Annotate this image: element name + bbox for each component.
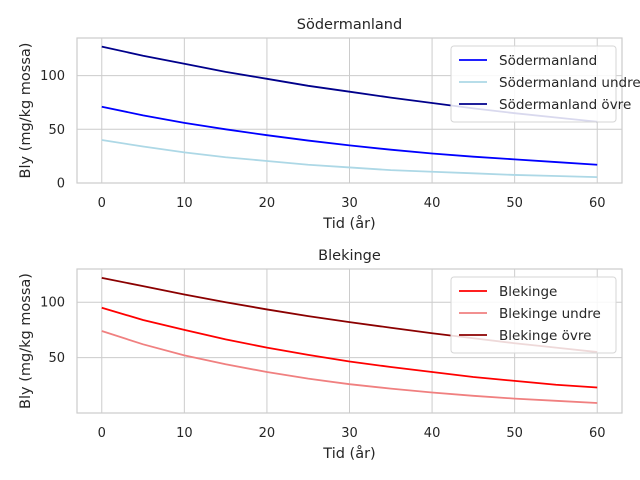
legend-label: Södermanland	[499, 53, 597, 69]
legend-label: Södermanland undre	[499, 75, 640, 91]
y-axis-label: Bly (mg/kg mossa)	[18, 43, 34, 179]
y-tick-label: 100	[40, 69, 65, 84]
x-tick-label: 40	[424, 426, 441, 441]
legend-label: Blekinge undre	[499, 306, 601, 322]
x-tick-label: 30	[341, 196, 358, 211]
legend-label: Blekinge	[499, 284, 557, 300]
series-line-2	[101, 139, 598, 178]
x-axis-label: Tid (år)	[322, 445, 375, 462]
y-tick-label: 100	[40, 296, 65, 311]
x-tick-label: 30	[341, 426, 358, 441]
x-tick-label: 20	[259, 426, 276, 441]
x-tick-label: 10	[176, 196, 193, 211]
y-tick-label: 50	[48, 351, 65, 366]
chart-title: Södermanland	[297, 17, 402, 33]
legend: Blekinge Blekinge undre Blekinge övre	[450, 276, 617, 354]
series-line-2	[101, 330, 598, 404]
y-tick-label: 0	[57, 177, 65, 192]
plot-blekinge: 0 10 20 30 40 50 60 50 100 Blekinge Tid (år) Bly (m…	[18, 248, 623, 462]
legend: Södermanland Södermanland undre Södermanla…	[450, 45, 640, 123]
x-tick-label: 10	[176, 426, 193, 441]
x-tick-label: 40	[424, 196, 441, 211]
x-tick-label: 0	[98, 426, 106, 441]
legend-label: Blekinge övre	[499, 328, 591, 344]
x-tick-label: 60	[589, 196, 606, 211]
axes-frame	[76, 268, 623, 414]
axes-frame	[76, 37, 623, 184]
y-axis-label: Bly (mg/kg mossa)	[18, 273, 34, 409]
plot-sodermanland: 0 10 20 30 40 50 60 0 50 100 Södermanland Tid (år) B…	[18, 17, 640, 232]
legend-box	[450, 45, 617, 123]
series-line-1	[101, 306, 598, 389]
x-axis-label: Tid (år)	[322, 215, 375, 232]
y-tick-label: 50	[48, 123, 65, 138]
x-tick-label: 0	[98, 196, 106, 211]
legend-label: Södermanland övre	[499, 97, 631, 113]
x-tick-label: 60	[589, 426, 606, 441]
x-tick-label: 50	[506, 426, 523, 441]
x-tick-label: 20	[259, 196, 276, 211]
series-line-1	[101, 105, 598, 166]
x-tick-label: 50	[506, 196, 523, 211]
chart-title: Blekinge	[318, 248, 381, 264]
legend-box	[450, 276, 617, 354]
